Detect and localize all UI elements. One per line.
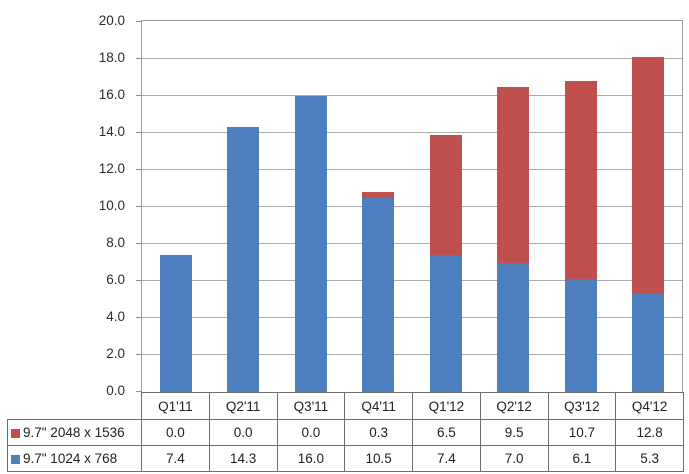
y-tick-mark <box>136 391 142 392</box>
y-tick-label: 6.0 <box>106 272 125 287</box>
series-value-cell: 7.4 <box>412 445 481 472</box>
y-tick-label: 2.0 <box>106 346 125 361</box>
series-value-cell: 6.1 <box>547 445 617 472</box>
gridline <box>142 317 682 318</box>
series-legend-cell: 9.7" 1024 x 768 <box>7 445 142 472</box>
bar-segment <box>362 197 395 392</box>
y-tick-label: 20.0 <box>98 13 125 28</box>
bar-segment <box>159 255 192 392</box>
series-value-cell: 10.7 <box>547 419 617 446</box>
series-value-cell: 7.0 <box>479 445 549 472</box>
bar-segment <box>564 279 597 392</box>
bar-segment <box>227 127 260 392</box>
y-tick-mark <box>136 317 142 318</box>
category-label: Q4'12 <box>615 392 684 420</box>
y-tick-label: 8.0 <box>106 235 125 250</box>
bar-segment <box>497 262 530 392</box>
category-label: Q1'12 <box>412 392 481 420</box>
gridline <box>142 206 682 207</box>
y-tick-mark <box>136 206 142 207</box>
category-label: Q2'11 <box>208 392 278 420</box>
series-row: 9.7" 2048 x 1536 0.0 0.0 0.0 0.3 6.5 9.5 10.7 12… <box>7 419 684 446</box>
series-value-cell: 9.5 <box>479 419 549 446</box>
bar-segment <box>362 192 395 198</box>
y-tick-label: 18.0 <box>98 50 125 65</box>
gridline <box>142 58 682 59</box>
gridlines-layer <box>136 21 682 392</box>
y-tick-mark <box>136 354 142 355</box>
y-tick-label: 10.0 <box>98 198 125 213</box>
legend-swatch <box>11 455 20 464</box>
data-table: Q1'11 Q2'11 Q3'11 Q4'11 Q1'12 Q2'12 Q3'12 Q4'12… <box>7 392 684 472</box>
series-value-cell: 0.3 <box>344 419 413 446</box>
bars-layer <box>142 21 682 392</box>
gridline <box>142 243 682 244</box>
gridline <box>142 354 682 355</box>
category-label: Q3'12 <box>547 392 617 420</box>
y-tick-mark <box>136 21 142 22</box>
series-row: 9.7" 1024 x 768 7.4 14.3 16.0 10.5 7.4 7.0 6.1 5… <box>7 445 684 472</box>
category-label: Q3'11 <box>276 392 346 420</box>
bar-segment <box>429 134 462 256</box>
y-tick-mark <box>136 169 142 170</box>
y-tick-mark <box>136 243 142 244</box>
bar-segment <box>429 255 462 392</box>
series-value-cell: 12.8 <box>615 419 684 446</box>
series-name-label: 9.7" 2048 x 1536 <box>23 425 125 440</box>
series-value-cell: 0.0 <box>276 419 346 446</box>
y-tick-label: 14.0 <box>98 124 125 139</box>
plot-area <box>136 20 683 392</box>
bar-segment <box>294 96 327 392</box>
y-tick-mark <box>136 132 142 133</box>
bar-segment <box>632 57 665 294</box>
y-axis-labels: 0.0 2.0 4.0 6.0 8.0 10.0 12.0 14.0 16.0 18.0 20.0 <box>0 13 125 398</box>
series-legend-cell: 9.7" 2048 x 1536 <box>7 419 142 446</box>
category-label: Q4'11 <box>344 392 413 420</box>
series-value-cell: 7.4 <box>141 445 210 472</box>
series-value-cell: 0.0 <box>208 419 278 446</box>
gridline <box>142 132 682 133</box>
y-tick-label: 0.0 <box>106 383 125 398</box>
y-tick-mark <box>136 58 142 59</box>
category-label: Q2'12 <box>479 392 549 420</box>
y-tick-mark <box>136 280 142 281</box>
series-value-cell: 10.5 <box>344 445 413 472</box>
series-value-cell: 5.3 <box>615 445 684 472</box>
series-value-cell: 14.3 <box>208 445 278 472</box>
category-label: Q1'11 <box>141 392 210 420</box>
legend-swatch <box>11 429 20 438</box>
y-tick-label: 16.0 <box>98 87 125 102</box>
series-value-cell: 0.0 <box>141 419 210 446</box>
table-corner-spacer <box>8 393 142 420</box>
bar-segment <box>632 293 665 392</box>
y-tick-mark <box>136 95 142 96</box>
gridline <box>142 169 682 170</box>
bar-segment <box>564 81 597 280</box>
series-value-cell: 16.0 <box>276 445 346 472</box>
series-value-cell: 6.5 <box>412 419 481 446</box>
category-header-row: Q1'11 Q2'11 Q3'11 Q4'11 Q1'12 Q2'12 Q3'12 Q4'12 <box>8 392 684 420</box>
y-tick-label: 12.0 <box>98 161 125 176</box>
gridline <box>142 280 682 281</box>
series-name-label: 9.7" 1024 x 768 <box>23 451 118 466</box>
gridline <box>142 95 682 96</box>
bar-segment <box>497 86 530 263</box>
y-tick-label: 4.0 <box>106 309 125 324</box>
